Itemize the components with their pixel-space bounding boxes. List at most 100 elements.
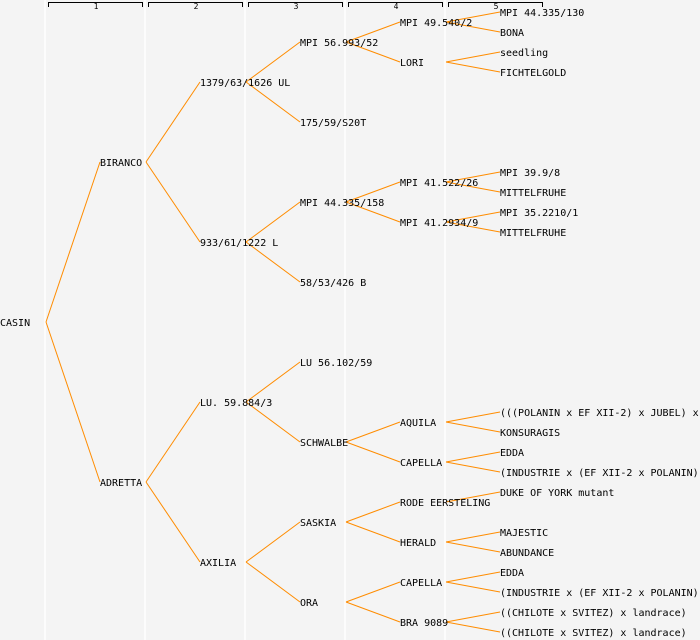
header-bracket (148, 2, 243, 7)
pedigree-node[interactable]: CAPELLA (400, 578, 442, 589)
pedigree-node[interactable]: MPI 44.335/158 (300, 198, 384, 209)
pedigree-node[interactable]: seedling (500, 48, 548, 59)
pedigree-link (245, 561, 301, 603)
pedigree-link (445, 211, 501, 223)
pedigree-link (445, 51, 501, 63)
pedigree-link (345, 501, 401, 523)
pedigree-link (445, 171, 501, 183)
pedigree-link (45, 161, 101, 323)
pedigree-link (345, 581, 401, 603)
pedigree-link (245, 81, 301, 123)
pedigree-node[interactable]: MPI 49.540/2 (400, 18, 472, 29)
pedigree-link (445, 531, 501, 543)
pedigree-node[interactable]: CAPELLA (400, 458, 442, 469)
pedigree-node[interactable]: RODE EERSTELING (400, 498, 490, 509)
pedigree-node[interactable]: MAJESTIC (500, 528, 548, 539)
pedigree-node[interactable]: MPI 41.2934/9 (400, 218, 478, 229)
pedigree-link (245, 201, 301, 243)
pedigree-node[interactable]: AXILIA (200, 558, 236, 569)
pedigree-link (45, 321, 101, 483)
pedigree-link (445, 611, 501, 623)
pedigree-link (245, 361, 301, 403)
pedigree-link (445, 621, 501, 633)
pedigree-node[interactable]: AQUILA (400, 418, 436, 429)
pedigree-link (145, 481, 201, 563)
pedigree-node[interactable]: MPI 39.9/8 (500, 168, 560, 179)
pedigree-node[interactable]: LORI (400, 58, 424, 69)
pedigree-node[interactable]: MPI 44.335/130 (500, 8, 584, 19)
pedigree-link (445, 451, 501, 463)
pedigree-link (445, 541, 501, 553)
pedigree-link (145, 161, 201, 243)
pedigree-node[interactable]: (((POLANIN x EF XII-2) x JUBEL) x (500, 408, 699, 419)
pedigree-node[interactable]: SASKIA (300, 518, 336, 529)
pedigree-link (445, 61, 501, 73)
pedigree-node[interactable]: 58/53/426 B (300, 278, 366, 289)
pedigree-link (445, 421, 501, 433)
generation-number: 1 (94, 2, 99, 11)
pedigree-node[interactable]: CASIN (0, 318, 30, 329)
pedigree-node[interactable]: MITTELFRUHE (500, 188, 566, 199)
pedigree-node[interactable]: DUKE OF YORK mutant (500, 488, 614, 499)
generation-header-5: 5 (448, 2, 543, 11)
generation-header-1: 1 (48, 2, 143, 11)
generation-header-2: 2 (148, 2, 243, 11)
pedigree-node[interactable]: FICHTELGOLD (500, 68, 566, 79)
pedigree-node[interactable]: MPI 41.522/26 (400, 178, 478, 189)
pedigree-link (245, 401, 301, 443)
generation-number: 4 (394, 2, 399, 11)
pedigree-node[interactable]: SCHWALBE (300, 438, 348, 449)
header-bracket (248, 2, 343, 7)
pedigree-link (345, 441, 401, 463)
pedigree-node[interactable]: BONA (500, 28, 524, 39)
pedigree-links (45, 11, 501, 633)
pedigree-link (445, 181, 501, 193)
header-bracket (48, 2, 143, 7)
pedigree-node[interactable]: ((CHILOTE x SVITEZ) x landrace) (500, 608, 687, 619)
pedigree-node[interactable]: EDDA (500, 448, 524, 459)
generation-header-4: 4 (348, 2, 443, 11)
pedigree-node[interactable]: BRA 9089 (400, 618, 448, 629)
pedigree-node[interactable]: MITTELFRUHE (500, 228, 566, 239)
pedigree-link (445, 461, 501, 473)
pedigree-node[interactable]: EDDA (500, 568, 524, 579)
generation-headers: 1 2 3 4 5 (48, 2, 543, 11)
pedigree-link (345, 21, 401, 43)
pedigree-link (445, 411, 501, 423)
pedigree-link (145, 401, 201, 483)
pedigree-link (345, 601, 401, 623)
header-bracket (448, 2, 543, 7)
pedigree-node[interactable]: 1379/63/1626 UL (200, 78, 290, 89)
pedigree-node[interactable]: LU. 59.884/3 (200, 398, 272, 409)
pedigree-node[interactable]: LU 56.102/59 (300, 358, 372, 369)
column-dividers (44, 0, 446, 640)
pedigree-link (345, 181, 401, 203)
pedigree-link (345, 521, 401, 543)
pedigree-node[interactable]: ORA (300, 598, 318, 609)
generation-number: 2 (194, 2, 199, 11)
pedigree-link (245, 521, 301, 563)
pedigree-link (245, 241, 301, 283)
pedigree-node[interactable]: MPI 56.993/52 (300, 38, 378, 49)
pedigree-link (145, 81, 201, 163)
pedigree-link (445, 581, 501, 593)
pedigree-node[interactable]: 933/61/1222 L (200, 238, 278, 249)
pedigree-link (345, 421, 401, 443)
pedigree-node[interactable]: KONSURAGIS (500, 428, 560, 439)
pedigree-nodes: CASIN BIRANCO 1379/63/1626 UL MPI 56.993/52… (0, 8, 700, 639)
pedigree-node[interactable]: (INDUSTRIE x (EF XII-2 x POLANIN)) (500, 468, 700, 479)
pedigree-link (445, 11, 501, 23)
pedigree-link (445, 571, 501, 583)
pedigree-node[interactable]: HERALD (400, 538, 436, 549)
generation-number: 5 (494, 2, 499, 11)
pedigree-node[interactable]: MPI 35.2210/1 (500, 208, 578, 219)
pedigree-node[interactable]: (INDUSTRIE x (EF XII-2 x POLANIN)) (500, 588, 700, 599)
pedigree-link (445, 21, 501, 33)
header-bracket (348, 2, 443, 7)
pedigree-node[interactable]: BIRANCO (100, 158, 142, 169)
pedigree-node[interactable]: ABUNDANCE (500, 548, 554, 559)
pedigree-node[interactable]: ADRETTA (100, 478, 142, 489)
pedigree-node[interactable]: 175/59/S20T (300, 118, 366, 129)
pedigree-node[interactable]: ((CHILOTE x SVITEZ) x landrace) (500, 628, 687, 639)
